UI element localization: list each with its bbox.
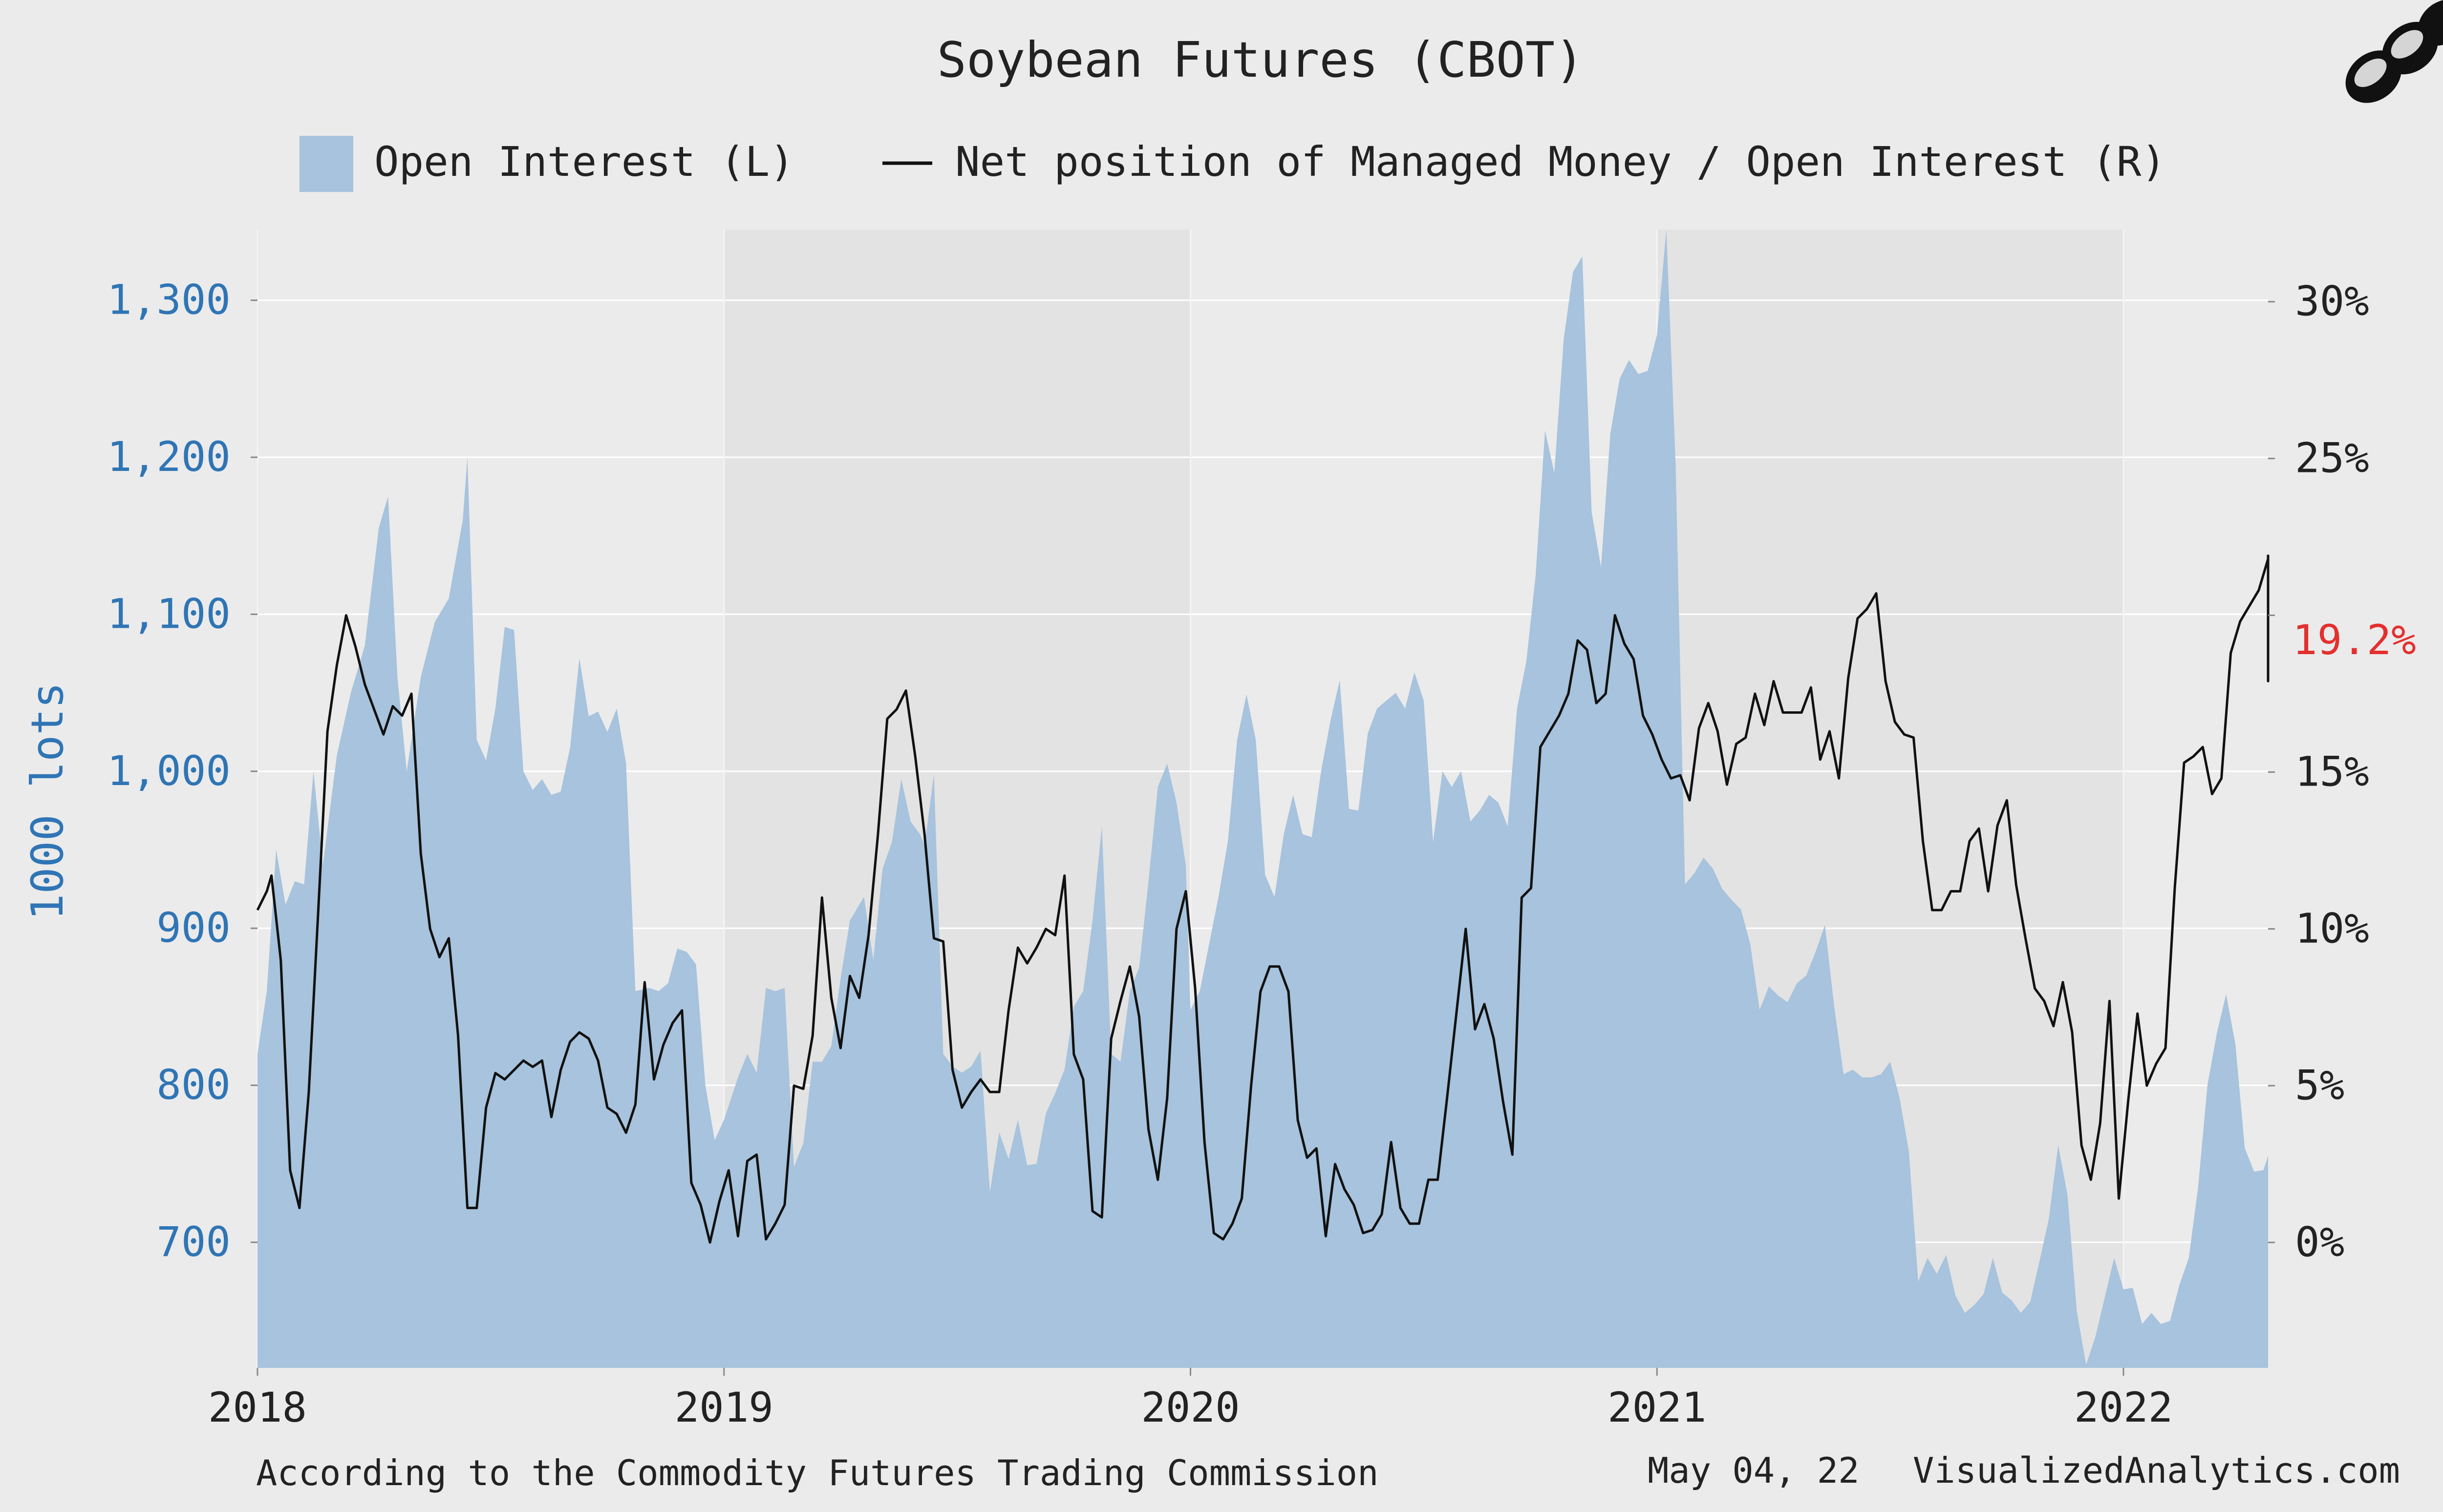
left-tick-label-1,000: 1,000: [107, 747, 231, 795]
footer-source: According to the Commodity Futures Tradi…: [256, 1452, 1378, 1493]
footer-date: May 04, 22: [1648, 1450, 1859, 1491]
x-tick-label-2020: 2020: [1141, 1384, 1240, 1431]
chart-title: Soybean Futures (CBOT): [937, 31, 1585, 88]
x-tick-label-2018: 2018: [208, 1384, 307, 1431]
open-interest-area-layer: [257, 230, 2268, 1368]
left-tick-label-1,200: 1,200: [107, 433, 231, 481]
right-tick-label-15%: 15%: [2295, 747, 2369, 795]
x-tick-label-2021: 2021: [1607, 1384, 1706, 1431]
legend: Open Interest (L) Net position of Manage…: [300, 136, 2166, 192]
left-tick-label-1,300: 1,300: [107, 276, 231, 324]
left-tick-label-900: 900: [156, 904, 231, 952]
legend-area-label: Open Interest (L): [374, 138, 794, 186]
right-tick-label-5%: 5%: [2295, 1061, 2344, 1109]
left-tick-label-800: 800: [156, 1061, 231, 1109]
left-tick-label-700: 700: [156, 1218, 231, 1266]
axes: 700 800 900 1,000 1,100 1,200 1,300 0% 5% 10% 15% 2…: [107, 276, 2416, 1431]
open-interest-area: [257, 230, 2268, 1368]
managed-money-line-layer: [256, 554, 2270, 1244]
legend-area-swatch: [300, 136, 353, 192]
managed-money-line: [256, 554, 2270, 1244]
legend-line-label: Net position of Managed Money / Open Int…: [955, 138, 2166, 186]
left-axis-label: 1000 lots: [22, 682, 73, 920]
x-tick-label-2022: 2022: [2074, 1384, 2173, 1431]
footer-site: VisualizedAnalytics.com: [1913, 1450, 2400, 1491]
latest-value-label: 19.2%: [2293, 616, 2416, 664]
right-tick-label-10%: 10%: [2295, 904, 2369, 952]
left-tick-label-1,100: 1,100: [107, 590, 231, 638]
right-tick-label-0%: 0%: [2295, 1218, 2344, 1266]
right-tick-label-25%: 25%: [2295, 434, 2369, 482]
right-tick-label-30%: 30%: [2295, 277, 2369, 325]
x-tick-label-2019: 2019: [675, 1384, 773, 1431]
